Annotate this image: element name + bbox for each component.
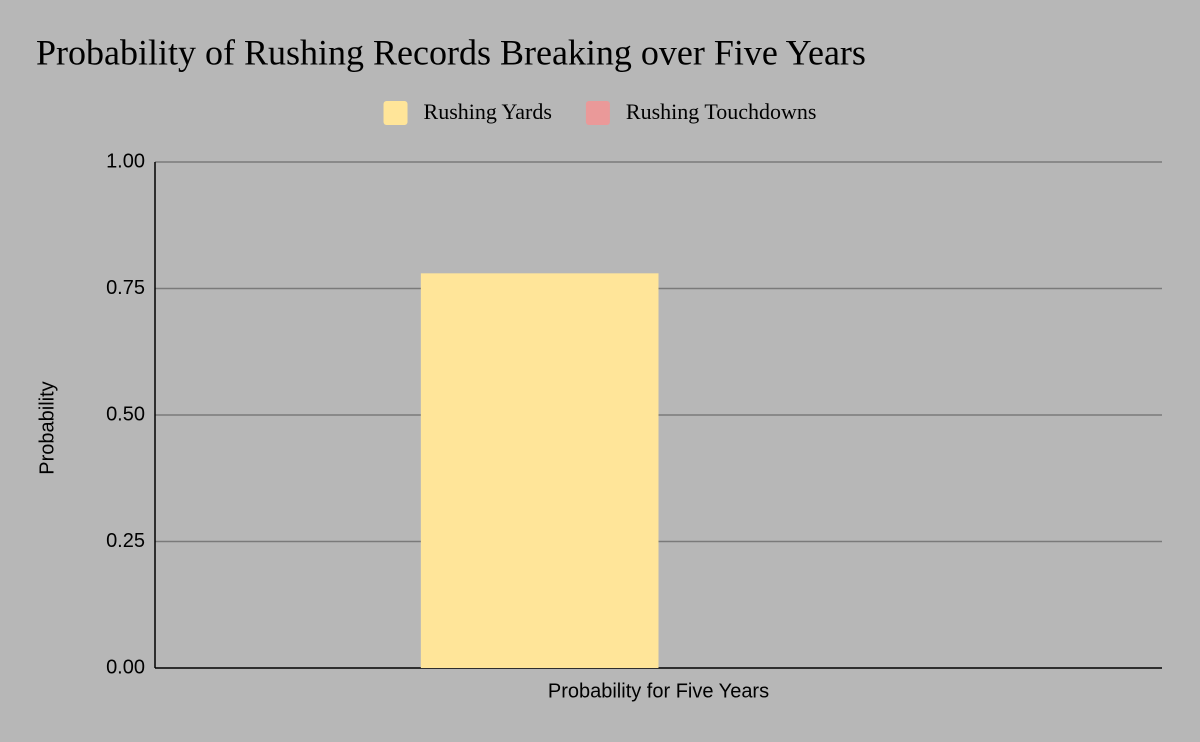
bar <box>420 273 659 668</box>
legend-swatch <box>585 101 610 125</box>
y-tick-label: 0.00 <box>106 656 145 678</box>
y-tick-label: 0.50 <box>106 403 145 425</box>
x-tick-label: Probability for Five Years <box>548 680 769 702</box>
legend-label: Rushing Yards <box>424 99 552 124</box>
y-tick-label: 0.25 <box>106 530 145 552</box>
y-tick-label: 1.00 <box>106 150 145 172</box>
y-axis-label: Probability <box>36 381 58 474</box>
y-tick-label: 0.75 <box>106 277 145 299</box>
legend-label: Rushing Touchdowns <box>626 99 817 124</box>
legend-swatch <box>383 101 408 125</box>
chart-title: Probability of Rushing Records Breaking … <box>36 32 866 72</box>
